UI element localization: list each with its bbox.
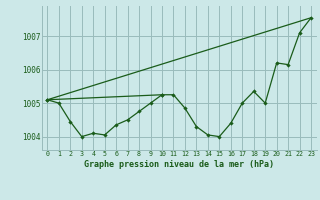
X-axis label: Graphe pression niveau de la mer (hPa): Graphe pression niveau de la mer (hPa) xyxy=(84,160,274,169)
